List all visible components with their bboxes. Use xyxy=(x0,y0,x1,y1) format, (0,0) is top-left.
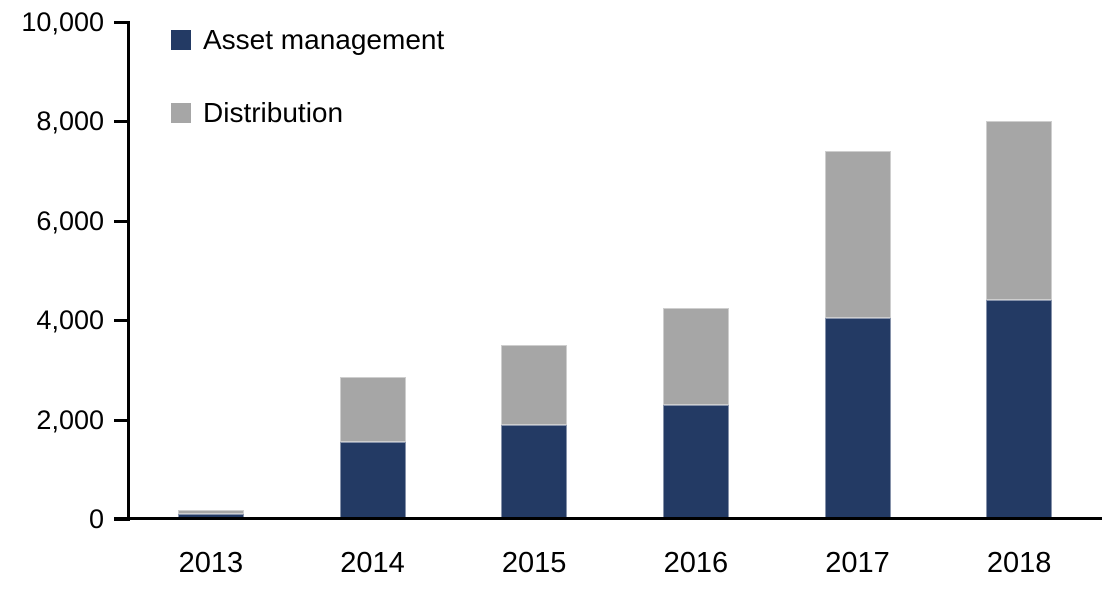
bar-segment-distribution xyxy=(177,509,244,515)
bar-segment-distribution xyxy=(339,377,406,442)
x-tick-label: 2015 xyxy=(501,547,567,579)
bar-segment-asset-management xyxy=(662,404,729,519)
y-tick-label: 2,000 xyxy=(36,404,104,435)
x-tick-label: 2014 xyxy=(340,547,405,579)
bar-segment-asset-management xyxy=(824,317,891,519)
bar-segment-asset-management xyxy=(177,514,244,519)
bar-segment-asset-management xyxy=(501,424,568,519)
y-tick-mark xyxy=(114,418,130,422)
x-tick-label: 2016 xyxy=(663,547,729,579)
y-tick-label: 6,000 xyxy=(36,205,104,236)
bar-segment-asset-management xyxy=(339,441,406,519)
legend-item-distribution: Distribution xyxy=(171,96,343,130)
asset-management-swatch-icon xyxy=(171,30,191,50)
bar-segment-distribution xyxy=(662,307,729,405)
bar-segment-distribution xyxy=(501,345,568,425)
bar-segment-asset-management xyxy=(986,300,1053,519)
x-tick-label: 2017 xyxy=(825,547,890,579)
legend-label: Asset management xyxy=(203,24,445,55)
x-tick-label: 2013 xyxy=(178,547,244,579)
x-tick-label: 2018 xyxy=(986,547,1052,579)
y-tick-label: 10,000 xyxy=(21,7,104,37)
bar-segment-distribution xyxy=(986,121,1053,301)
y-tick-mark xyxy=(114,319,130,323)
y-axis-line xyxy=(127,22,130,521)
y-tick-mark xyxy=(114,21,130,24)
y-tick-label: 8,000 xyxy=(36,106,104,137)
legend-item-asset-management: Asset management xyxy=(171,23,444,57)
bar-segment-distribution xyxy=(824,151,891,318)
y-tick-label: 0 xyxy=(88,504,104,534)
x-axis-line xyxy=(114,517,1102,520)
y-tick-label: 4,000 xyxy=(36,305,104,336)
distribution-swatch-icon xyxy=(171,103,191,123)
y-tick-mark xyxy=(114,219,130,223)
legend-label: Distribution xyxy=(203,97,344,128)
y-tick-mark xyxy=(114,120,130,124)
